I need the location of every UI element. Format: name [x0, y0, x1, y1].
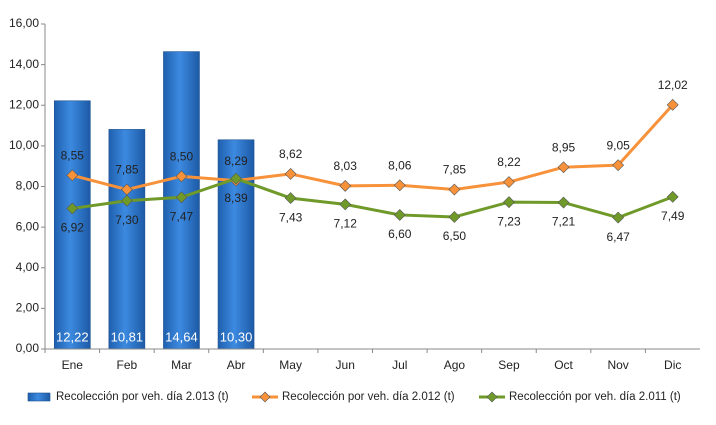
point-value-label: 6,92 [61, 221, 85, 235]
y-tick-label: 0,00 [16, 341, 40, 355]
point-value-label: 8,55 [61, 149, 85, 163]
y-tick-label: 16,00 [9, 16, 39, 30]
point-value-label: 9,05 [606, 138, 630, 152]
marker [557, 161, 570, 174]
legend-marker [486, 391, 498, 403]
point-value-label: 7,43 [279, 210, 303, 224]
x-tick-label: Dic [664, 358, 681, 372]
x-tick-label: Abr [227, 358, 246, 372]
y-tick-label: 12,00 [9, 97, 39, 111]
point-value-label: 7,21 [552, 215, 576, 229]
line [72, 177, 674, 220]
point-value-label: 8,39 [224, 191, 248, 205]
point-value-label: 7,47 [170, 209, 194, 223]
marker [393, 179, 406, 192]
legend-swatch [27, 392, 51, 402]
x-tick-label: Nov [607, 358, 628, 372]
legend-marker [259, 391, 271, 403]
x-tick-label: Jun [336, 358, 355, 372]
line [71, 103, 674, 192]
point-value-label: 6,60 [388, 227, 412, 241]
bar-value-label: 14,64 [165, 329, 198, 344]
marker [66, 169, 79, 182]
x-tick-label: May [279, 358, 302, 372]
marker [339, 179, 352, 192]
point-value-label: 8,03 [334, 159, 358, 173]
marker [612, 211, 625, 224]
marker [230, 172, 242, 185]
marker [448, 211, 461, 223]
point-value-label: 6,47 [606, 230, 630, 244]
x-tick-label: Ene [62, 358, 84, 372]
x-tick-label: Feb [117, 358, 138, 372]
marker [120, 194, 133, 207]
y-tick-label: 2,00 [16, 301, 40, 315]
marker [393, 209, 406, 221]
y-tick-label: 14,00 [9, 57, 39, 71]
point-value-label: 8,62 [279, 147, 303, 161]
bar-value-label: 10,81 [111, 329, 144, 344]
y-tick-label: 4,00 [16, 260, 40, 274]
y-tick-label: 8,00 [16, 179, 40, 193]
legend-label: Recolección por veh. día 2.011 (t) [509, 391, 681, 403]
marker [503, 196, 515, 209]
point-value-label: 7,85 [115, 163, 139, 177]
point-value-label: 8,06 [388, 158, 412, 172]
marker [612, 159, 625, 172]
point-value-label: 7,49 [661, 209, 685, 223]
y-tick-label: 6,00 [16, 219, 40, 233]
x-tick-label: Ago [444, 358, 466, 372]
legend-label: Recolección por veh. día 2.013 (t) [56, 391, 229, 403]
marker [284, 192, 297, 205]
marker [284, 167, 297, 180]
point-value-label: 12,02 [658, 78, 688, 92]
bar [217, 139, 255, 350]
bar-value-label: 12,22 [56, 329, 89, 344]
x-tick-label: Sep [498, 358, 520, 372]
marker [339, 198, 352, 211]
point-value-label: 7,30 [115, 213, 139, 227]
point-value-label: 6,50 [443, 229, 467, 243]
x-tick-label: Oct [554, 358, 573, 372]
marker [666, 98, 679, 111]
marker [557, 196, 570, 209]
marker [666, 190, 679, 203]
point-value-label: 7,12 [334, 217, 358, 231]
marker [175, 170, 188, 183]
point-value-label: 8,50 [170, 150, 194, 164]
point-value-label: 8,29 [224, 154, 248, 168]
marker [503, 176, 515, 188]
point-value-label: 8,22 [497, 155, 521, 169]
y-tick-label: 10,00 [9, 138, 39, 152]
marker [448, 183, 461, 196]
marker [66, 202, 79, 215]
point-value-label: 7,85 [443, 163, 467, 177]
marker [175, 191, 188, 204]
x-tick-label: Mar [171, 358, 192, 372]
point-value-label: 8,95 [552, 140, 576, 154]
point-value-label: 7,23 [497, 214, 521, 228]
bar-value-label: 10,30 [220, 329, 253, 344]
x-tick-label: Jul [392, 358, 407, 372]
legend-label: Recolección por veh. día 2.012 (t) [282, 391, 455, 403]
